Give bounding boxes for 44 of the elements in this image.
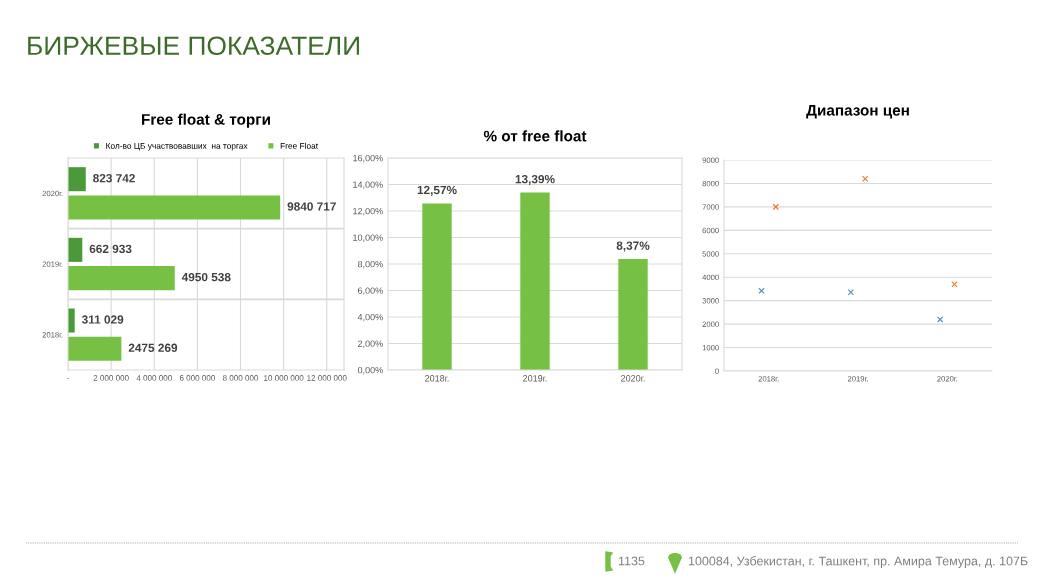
x-tick-label: 2020г. xyxy=(621,375,645,382)
chart-title: Диапазон цен xyxy=(806,105,909,119)
y-tick-label: 6,00% xyxy=(358,287,383,295)
x-tick-label: 10 000 000 xyxy=(264,375,304,381)
bar xyxy=(68,237,83,262)
bar xyxy=(68,336,122,361)
bar xyxy=(68,195,281,220)
data-label: 311 029 xyxy=(81,315,124,324)
text: 1135 xyxy=(618,556,645,566)
x-tick-label: 2 000 000 xyxy=(93,375,129,381)
text: БИРЖЕВЫЕ ПОКАЗАТЕЛИ xyxy=(28,36,359,56)
y-tick-label: 8,00% xyxy=(357,260,383,269)
x-tick-label: 2018г. xyxy=(425,375,449,382)
bar xyxy=(520,192,550,370)
chart-title: % от free float xyxy=(483,130,587,142)
y-tick-label: 12,00% xyxy=(353,207,383,216)
text: 100084, Узбекистан, г. Ташкент, пр. Амира Темура, д. 107Б xyxy=(688,556,1028,568)
y-tick-label: 16,00% xyxy=(353,154,383,163)
x-tick-label: 12 000 000 xyxy=(307,375,347,381)
y-tick-label: 14,00% xyxy=(353,181,383,189)
y-tick-label: 0,00% xyxy=(357,366,383,375)
y-tick-label: 2,00% xyxy=(358,340,383,348)
x-tick-label: 4 000 000 xyxy=(136,375,172,381)
x-tick-label: - xyxy=(67,378,69,379)
bar xyxy=(422,203,452,370)
data-label: 8,37% xyxy=(616,241,650,252)
data-label: 662 933 xyxy=(89,244,132,254)
data-label: 13,39% xyxy=(515,174,555,186)
data-label: 2475 269 xyxy=(128,343,178,352)
x-tick-label: 2019г. xyxy=(523,375,547,382)
chart-title: Free float & торги xyxy=(142,113,270,128)
data-label: 823 742 xyxy=(93,174,135,183)
data-label: 12,57% xyxy=(417,185,457,196)
bar xyxy=(618,259,648,370)
legend-label: Кол-во ЦБ участвовавших на торгах xyxy=(106,143,248,151)
x-tick-label: 6 000 000 xyxy=(179,375,215,381)
bar xyxy=(68,167,86,192)
x-tick-label: 8 000 000 xyxy=(222,375,259,381)
bar xyxy=(68,266,175,291)
data-label: 4950 538 xyxy=(181,272,231,282)
data-label: 9840 717 xyxy=(287,202,336,211)
legend-label: Free Float xyxy=(280,142,318,149)
y-tick-label: 4,00% xyxy=(357,313,383,322)
y-tick-label: 10,00% xyxy=(353,234,383,242)
